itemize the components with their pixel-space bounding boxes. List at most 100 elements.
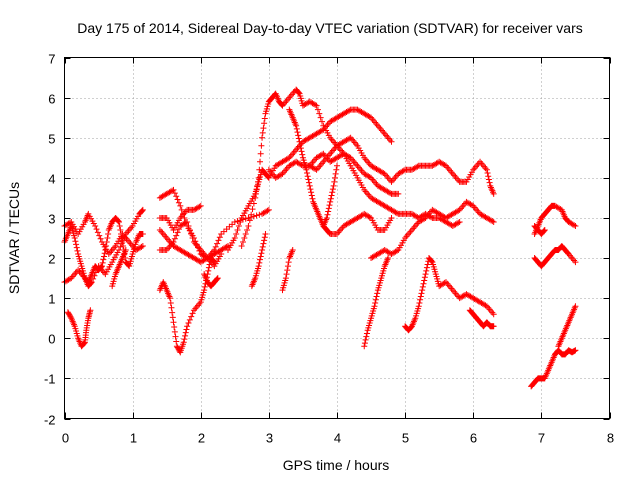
data-point bbox=[237, 218, 244, 225]
data-point bbox=[73, 244, 80, 251]
data-point bbox=[296, 138, 303, 145]
series-trace-23 bbox=[279, 247, 296, 294]
data-point bbox=[414, 163, 421, 170]
data-point bbox=[255, 174, 262, 181]
y-tick-label: -2 bbox=[44, 413, 56, 428]
series-trace-24 bbox=[531, 202, 579, 237]
data-point bbox=[346, 107, 353, 114]
data-point bbox=[421, 274, 428, 281]
data-point bbox=[257, 256, 264, 263]
data-point bbox=[421, 277, 428, 284]
data-point bbox=[206, 261, 213, 268]
data-point bbox=[309, 195, 316, 202]
y-tick-label: 3 bbox=[48, 212, 55, 227]
data-point bbox=[416, 299, 423, 306]
data-point bbox=[168, 304, 175, 311]
data-point bbox=[101, 250, 108, 257]
data-point bbox=[485, 176, 492, 183]
data-point bbox=[363, 330, 370, 337]
data-point bbox=[486, 179, 493, 186]
data-point bbox=[259, 247, 266, 254]
data-point bbox=[319, 151, 326, 158]
data-point bbox=[172, 333, 179, 340]
data-point bbox=[215, 237, 222, 244]
data-point bbox=[171, 324, 178, 331]
data-points bbox=[61, 86, 579, 390]
series-trace-21 bbox=[466, 307, 497, 330]
data-point bbox=[490, 323, 497, 330]
data-point bbox=[139, 206, 146, 213]
data-point bbox=[541, 226, 548, 233]
data-point bbox=[295, 132, 302, 139]
data-point bbox=[242, 215, 249, 222]
data-point bbox=[325, 205, 332, 212]
data-point bbox=[97, 235, 104, 242]
x-tick-label: 0 bbox=[62, 431, 69, 446]
data-point bbox=[180, 339, 187, 346]
data-point bbox=[441, 279, 448, 286]
data-point bbox=[189, 235, 196, 241]
data-point bbox=[388, 214, 395, 221]
data-point bbox=[571, 222, 578, 229]
x-axis-label: GPS time / hours bbox=[283, 457, 390, 473]
y-tick-labels: -2 -1 0 1 2 3 4 5 6 7 bbox=[44, 52, 56, 428]
data-point bbox=[258, 142, 265, 149]
data-point bbox=[261, 234, 268, 241]
data-point bbox=[253, 186, 260, 193]
data-point bbox=[262, 230, 269, 237]
x-tick-label: 5 bbox=[402, 431, 409, 446]
data-point bbox=[257, 150, 264, 157]
y-tick-label: 0 bbox=[48, 332, 55, 347]
data-point bbox=[73, 241, 80, 248]
data-point bbox=[293, 122, 300, 129]
data-point bbox=[329, 189, 336, 196]
data-point bbox=[327, 195, 334, 202]
series-trace-4 bbox=[64, 307, 94, 350]
data-point bbox=[175, 199, 182, 206]
data-point bbox=[246, 217, 253, 224]
data-point bbox=[329, 186, 336, 193]
data-point bbox=[295, 135, 302, 142]
data-point bbox=[186, 226, 193, 233]
data-point bbox=[241, 235, 248, 241]
data-point bbox=[332, 170, 339, 177]
data-point bbox=[105, 230, 112, 237]
data-point bbox=[212, 243, 219, 250]
data-point bbox=[316, 110, 323, 117]
data-point bbox=[170, 319, 177, 326]
data-point bbox=[185, 320, 192, 327]
data-point bbox=[327, 198, 334, 205]
data-point bbox=[308, 189, 315, 196]
data-point bbox=[371, 303, 378, 310]
series-trace-22 bbox=[248, 230, 269, 290]
y-axis-label: SDTVAR / TECUs bbox=[6, 182, 22, 294]
data-point bbox=[101, 253, 108, 260]
data-point bbox=[256, 211, 263, 218]
data-point bbox=[234, 218, 241, 225]
data-point bbox=[313, 102, 320, 109]
data-point bbox=[170, 239, 177, 246]
data-point bbox=[331, 174, 338, 181]
data-point bbox=[253, 212, 260, 219]
data-point bbox=[428, 258, 435, 265]
data-point bbox=[254, 182, 261, 189]
data-point bbox=[118, 230, 125, 237]
data-point bbox=[173, 193, 180, 200]
data-point bbox=[120, 243, 127, 250]
data-point bbox=[295, 89, 302, 96]
data-point bbox=[122, 247, 129, 254]
data-point bbox=[388, 138, 395, 145]
data-point bbox=[181, 336, 188, 343]
data-point bbox=[184, 218, 191, 225]
series-trace-27 bbox=[528, 347, 579, 390]
data-point bbox=[423, 264, 430, 271]
data-point bbox=[485, 173, 492, 180]
data-point bbox=[303, 166, 310, 173]
y-tick-label: -1 bbox=[44, 372, 56, 387]
grid-lines bbox=[64, 57, 610, 419]
x-tick-label: 4 bbox=[334, 431, 341, 446]
data-point bbox=[139, 207, 146, 214]
data-point bbox=[116, 218, 122, 225]
data-point bbox=[139, 243, 146, 250]
data-point bbox=[261, 237, 268, 244]
